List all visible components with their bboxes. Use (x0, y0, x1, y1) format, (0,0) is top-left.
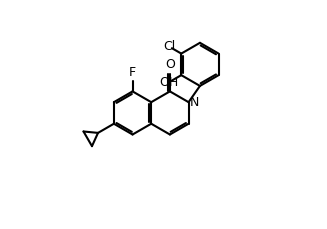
Text: Cl: Cl (163, 40, 175, 53)
Text: OH: OH (159, 76, 178, 89)
Text: F: F (129, 66, 136, 79)
Text: O: O (165, 58, 175, 71)
Text: N: N (190, 96, 199, 109)
